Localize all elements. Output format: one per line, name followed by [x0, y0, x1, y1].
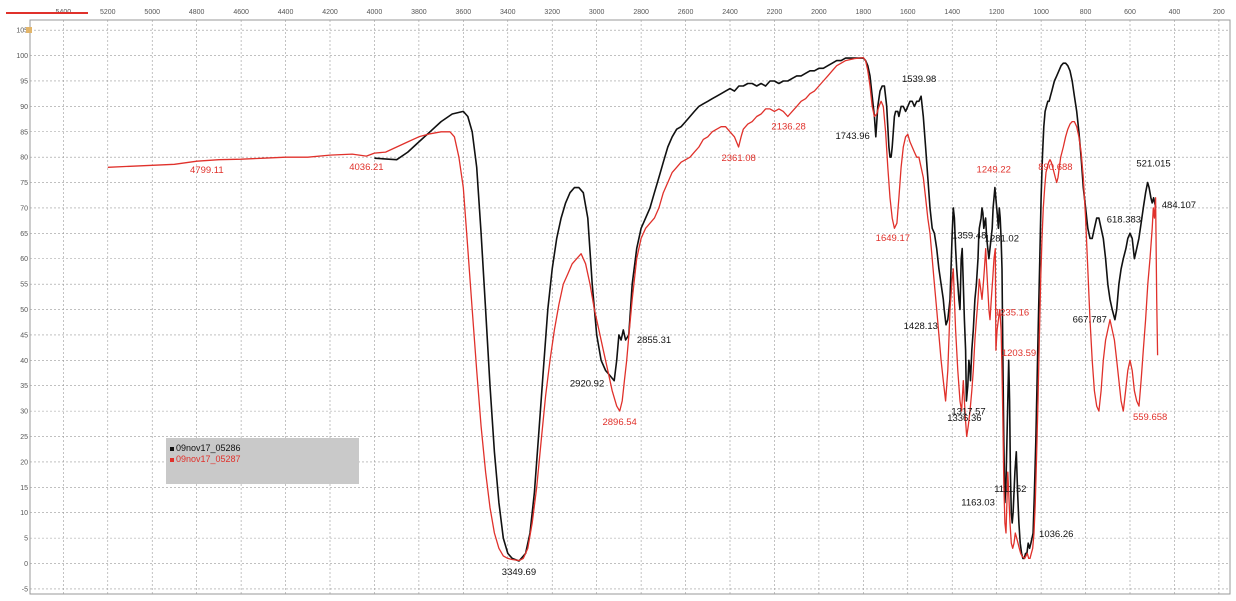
legend-item-0[interactable]: 09nov17_05286 [170, 443, 241, 454]
peak-label: 1539.98 [902, 74, 936, 85]
x-tick-label: 600 [1124, 9, 1136, 16]
x-tick-label: 4400 [278, 9, 294, 16]
legend: 09nov17_05286 09nov17_05287 [166, 438, 359, 484]
x-tick-label: 3600 [456, 9, 472, 16]
legend-label: 09nov17_05286 [176, 443, 241, 453]
x-tick-label: 1400 [944, 9, 960, 16]
peak-label: 890.688 [1038, 162, 1072, 173]
y-tick-label: 30 [20, 409, 28, 416]
x-tick-label: 1800 [856, 9, 872, 16]
x-tick-label: 4200 [322, 9, 338, 16]
range-handle-icon[interactable] [26, 27, 32, 33]
legend-swatch [170, 446, 174, 451]
y-tick-label: 105 [16, 28, 28, 35]
x-tick-label: 2000 [811, 9, 827, 16]
peak-label: 667.787 [1073, 315, 1107, 326]
peak-label: 1163.03 [961, 498, 995, 509]
peak-label: 559.658 [1133, 412, 1167, 423]
peak-label: 2136.28 [771, 121, 805, 132]
peak-label: 1235.16 [995, 308, 1029, 319]
y-tick-label: 95 [20, 78, 28, 85]
y-axis-ticks: -5 0 5 10 15 20 25 30 35 40 45 50 55 60 65 70 75 80 85 90 95… [16, 28, 28, 594]
y-tick-label: 15 [20, 485, 28, 492]
peak-label: 1036.26 [1039, 529, 1073, 540]
peak-label: 1743.96 [835, 131, 869, 142]
peak-label: 1203.59 [1002, 348, 1036, 359]
x-tick-label: 800 [1080, 9, 1092, 16]
y-tick-label: 60 [20, 256, 28, 263]
peak-label: 4799.11 [190, 165, 224, 176]
x-tick-label: 3000 [589, 9, 605, 16]
peak-label: 484.107 [1162, 200, 1196, 211]
peak-label: 4036.21 [349, 162, 383, 173]
peak-label: 2920.92 [570, 379, 604, 390]
x-tick-label: 2400 [722, 9, 738, 16]
x-tick-label: 1000 [1033, 9, 1049, 16]
peak-label: 1281.02 [985, 233, 1019, 244]
peak-label: 1317.57 [951, 407, 985, 418]
y-tick-label: 75 [20, 180, 28, 187]
peak-annotations: 3349.69 2920.92 2855.31 1743.96 1539.98 1428.… [190, 74, 1196, 578]
x-tick-label: 200 [1213, 9, 1225, 16]
peak-label: 618.383 [1107, 215, 1141, 226]
y-tick-label: -5 [22, 586, 28, 593]
x-tick-label: 2200 [767, 9, 783, 16]
peak-label: 1359.48 [952, 231, 986, 242]
peak-label: 521.015 [1136, 159, 1170, 170]
legend-swatch [170, 457, 174, 462]
y-tick-label: 90 [20, 104, 28, 111]
y-tick-label: 25 [20, 434, 28, 441]
x-tick-label: 5000 [144, 9, 160, 16]
legend-item-1[interactable]: 09nov17_05287 [170, 454, 241, 465]
x-tick-label: 2600 [678, 9, 694, 16]
y-tick-label: 80 [20, 155, 28, 162]
y-tick-label: 65 [20, 231, 28, 238]
y-tick-label: 35 [20, 383, 28, 390]
y-tick-label: 55 [20, 282, 28, 289]
x-tick-label: 5200 [100, 9, 116, 16]
x-axis-ticks: 5400520050004800460044004200400038003600… [56, 9, 1225, 16]
x-tick-label: 4000 [367, 9, 383, 16]
x-tick-label: 3200 [544, 9, 560, 16]
y-tick-label: 40 [20, 358, 28, 365]
range-indicator-line [6, 12, 88, 14]
peak-label: 1428.13 [904, 321, 938, 332]
x-tick-label: 3400 [500, 9, 516, 16]
y-tick-label: 45 [20, 332, 28, 339]
peak-label: 1336.36 [947, 413, 981, 424]
spectrum-lines [107, 56, 1159, 562]
y-tick-label: 50 [20, 307, 28, 314]
y-tick-label: 5 [24, 536, 28, 543]
peak-label: 3349.69 [502, 567, 536, 578]
series-line-0 [374, 57, 1157, 562]
y-tick-label: 10 [20, 510, 28, 517]
legend-label: 09nov17_05287 [176, 454, 241, 464]
y-tick-label: 70 [20, 205, 28, 212]
peak-label: 1649.17 [876, 233, 910, 244]
grid [29, 19, 1231, 595]
y-tick-label: 100 [16, 53, 28, 60]
x-tick-label: 3800 [411, 9, 427, 16]
x-tick-label: 1200 [989, 9, 1005, 16]
peak-label: 2361.08 [721, 153, 755, 164]
x-tick-label: 1600 [900, 9, 916, 16]
peak-label: 2855.31 [637, 335, 671, 346]
x-tick-label: 4600 [233, 9, 249, 16]
peak-label: 1111.52 [994, 484, 1026, 495]
y-tick-label: 20 [20, 459, 28, 466]
y-tick-label: 85 [20, 129, 28, 136]
y-tick-label: 0 [24, 561, 28, 568]
x-tick-label: 4800 [189, 9, 205, 16]
x-tick-label: 400 [1169, 9, 1181, 16]
peak-label: 2896.54 [602, 417, 636, 428]
series-line-1 [107, 56, 1159, 562]
peak-label: 1249.22 [977, 165, 1011, 176]
x-tick-label: 2800 [633, 9, 649, 16]
